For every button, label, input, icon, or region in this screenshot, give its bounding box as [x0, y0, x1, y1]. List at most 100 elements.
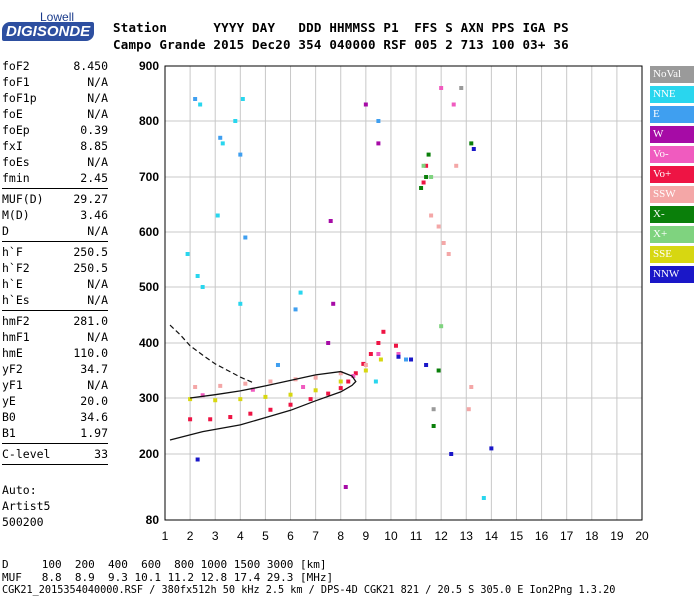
param-row: h`Es N/A — [2, 292, 108, 308]
auto-code: 500200 — [2, 515, 44, 529]
auto-scaling-info: Auto: Artist5 500200 — [2, 482, 108, 530]
legend-item-e: E — [650, 106, 694, 123]
data-point-vo- — [301, 385, 306, 389]
param-value: N/A — [87, 155, 108, 169]
data-point-sse — [188, 397, 193, 402]
data-point-sse — [213, 398, 218, 403]
data-point-vo- — [376, 352, 381, 356]
y-tick-label: 80 — [146, 513, 160, 527]
data-point-nne — [195, 274, 200, 278]
x-tick-label: 5 — [262, 529, 269, 543]
logo-lowell: Lowell — [40, 10, 75, 24]
legend-item-nne: NNE — [650, 86, 694, 103]
param-value: N/A — [87, 293, 108, 307]
param-row: fmin 2.45 — [2, 170, 108, 186]
data-point-ssw — [193, 385, 198, 389]
param-separator — [2, 241, 108, 242]
param-name: foF1p — [2, 91, 37, 105]
y-tick-label: 800 — [139, 114, 159, 128]
data-point-nnw — [424, 363, 429, 367]
x-tick-label: 11 — [410, 529, 423, 543]
param-value: 250.5 — [73, 245, 108, 259]
y-tick-label: 400 — [139, 336, 159, 350]
legend-item-w: W — [650, 126, 694, 143]
param-name: foF1 — [2, 75, 30, 89]
param-row: foF1p N/A — [2, 90, 108, 106]
data-point-x- — [469, 141, 474, 146]
data-point-w — [331, 301, 336, 306]
data-point-ssw — [436, 224, 441, 229]
data-point-ssw — [446, 252, 451, 256]
data-point-vo- — [361, 361, 366, 366]
data-point-vo- — [200, 393, 205, 398]
data-point-nnw — [396, 354, 401, 359]
data-point-w — [328, 219, 333, 223]
data-point-nnw — [195, 457, 200, 462]
param-name: yE — [2, 394, 16, 408]
data-point-vo- — [250, 387, 255, 392]
param-value: N/A — [87, 107, 108, 121]
data-point-nne — [220, 141, 225, 146]
param-row: hmF2 281.0 — [2, 313, 108, 329]
param-value: 8.85 — [80, 139, 108, 153]
param-name: M(D) — [2, 208, 30, 222]
param-value: N/A — [87, 277, 108, 291]
data-point-ssw — [454, 163, 459, 168]
param-row: M(D) 3.46 — [2, 207, 108, 223]
x-tick-label: 6 — [287, 529, 294, 543]
data-point-ssw — [338, 371, 343, 376]
data-point-ssw — [466, 407, 471, 412]
param-name: yF1 — [2, 378, 23, 392]
data-point-x- — [436, 368, 441, 373]
param-name: foEs — [2, 155, 30, 169]
x-tick-label: 7 — [312, 529, 319, 543]
x-tick-label: 15 — [510, 529, 524, 543]
data-point-vo- — [451, 102, 456, 107]
data-point-e — [238, 152, 243, 157]
x-tick-label: 16 — [535, 529, 549, 543]
data-point-e — [293, 307, 298, 312]
data-point-vo- — [439, 86, 444, 90]
x-tick-label: 3 — [212, 529, 219, 543]
data-point-ssw — [243, 381, 248, 386]
data-point-e — [275, 363, 280, 367]
data-point-ssw — [363, 363, 368, 367]
param-name: foF2 — [2, 59, 30, 73]
data-point-vo- — [288, 402, 293, 407]
data-point-w — [326, 341, 331, 345]
y-tick-label: 700 — [139, 170, 159, 184]
footer-muf-row: MUF 8.8 8.9 9.3 10.1 11.2 12.8 17.4 29.3… — [2, 571, 334, 584]
legend: NoVal NNE E W Vo- Vo+ SSW X- X+ SSE NNW — [650, 66, 694, 286]
data-point-vo- — [228, 415, 233, 420]
data-point-vo- — [421, 180, 426, 185]
data-point-nne — [200, 285, 205, 289]
header-line-1: Station YYYY DAY DDD HHMMSS P1 FFS S AXN… — [113, 20, 569, 35]
y-tick-label: 300 — [139, 391, 159, 405]
param-row: h`F2 250.5 — [2, 260, 108, 276]
param-value: 1.97 — [80, 426, 108, 440]
data-point-nne — [238, 301, 243, 306]
param-name: h`E — [2, 277, 23, 291]
data-point-vo- — [346, 379, 351, 384]
legend-item-x-: X+ — [650, 226, 694, 243]
x-tick-label: 12 — [434, 529, 448, 543]
param-name: hmE — [2, 346, 23, 360]
param-value: 3.46 — [80, 208, 108, 222]
data-point-sse — [363, 368, 368, 373]
param-name: fxI — [2, 139, 23, 153]
param-row: foF2 8.450 — [2, 58, 108, 74]
data-point-nne — [481, 496, 486, 500]
param-row: fxI 8.85 — [2, 138, 108, 154]
data-point-x- — [419, 186, 424, 190]
y-tick-label: 900 — [139, 59, 159, 73]
data-point-sse — [238, 397, 243, 402]
y-tick-label: 500 — [139, 280, 159, 294]
param-value: N/A — [87, 378, 108, 392]
legend-item-noval: NoVal — [650, 66, 694, 83]
data-point-ssw — [313, 375, 318, 380]
x-tick-label: 17 — [560, 529, 574, 543]
data-point-noval — [431, 407, 436, 412]
param-value: 281.0 — [73, 314, 108, 328]
data-point-vo- — [208, 417, 213, 422]
data-point-ssw — [441, 241, 446, 245]
